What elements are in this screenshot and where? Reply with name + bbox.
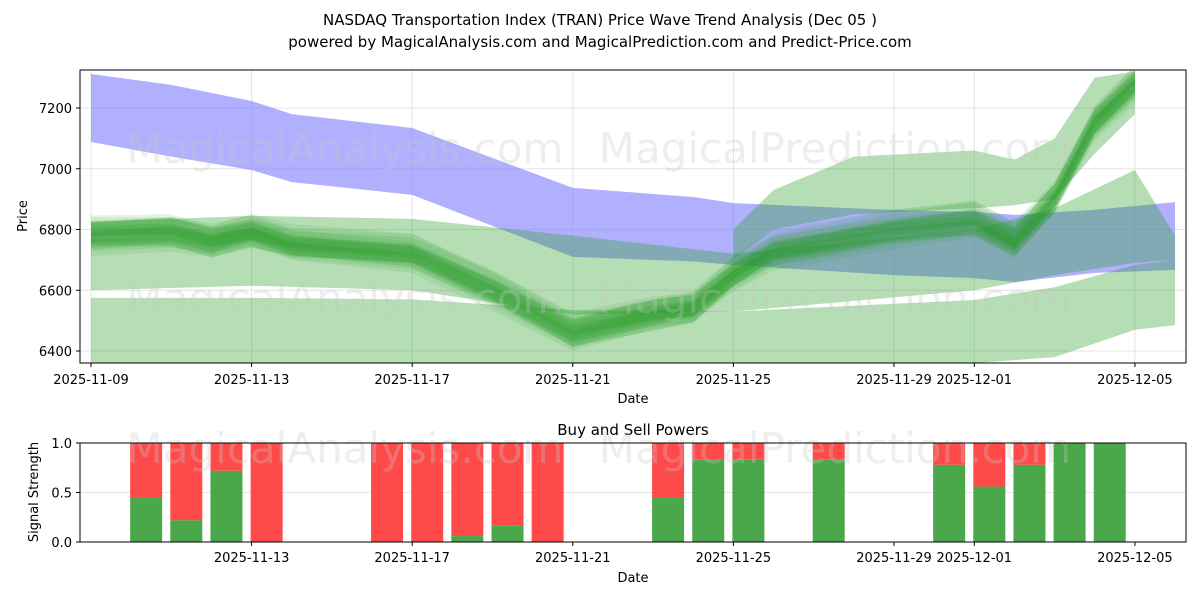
buy-bar — [491, 525, 524, 542]
buy-bar — [1093, 443, 1126, 542]
buy-bar — [1013, 464, 1046, 542]
x-tick-label: 2025-11-29 — [856, 373, 932, 388]
y-tick-label: 0.0 — [51, 536, 72, 551]
x-axis-label: Date — [617, 571, 648, 586]
x-tick-label: 2025-11-21 — [535, 373, 611, 388]
y-tick-label: 1.0 — [51, 437, 72, 452]
x-tick-label: 2025-11-21 — [535, 551, 611, 566]
subchart-title: Buy and Sell Powers — [557, 421, 709, 439]
watermark: MagicalPrediction.com — [599, 424, 1072, 473]
y-tick-label: 7200 — [39, 102, 72, 117]
y-axis-label: Price — [16, 200, 31, 232]
x-tick-label: 2025-11-17 — [374, 551, 450, 566]
watermark: MagicalAnalysis.com — [127, 124, 564, 173]
x-tick-label: 2025-11-25 — [696, 551, 772, 566]
buy-bar — [170, 520, 203, 542]
sell-bar — [411, 443, 444, 542]
x-tick-label: 2025-11-13 — [214, 373, 290, 388]
buy-bar — [652, 497, 685, 542]
sell-bar — [210, 443, 243, 471]
x-axis-label: Date — [617, 392, 648, 407]
x-tick-label: 2025-11-25 — [696, 373, 772, 388]
y-tick-label: 7000 — [39, 163, 72, 178]
y-tick-label: 6800 — [39, 224, 72, 239]
sell-bar — [491, 443, 524, 526]
sell-bar — [973, 443, 1006, 487]
sell-bar — [451, 443, 484, 537]
x-tick-label: 2025-12-05 — [1097, 551, 1173, 566]
buy-bar — [812, 459, 845, 542]
chart-title: NASDAQ Transportation Index (TRAN) Price… — [323, 11, 877, 29]
x-tick-label: 2025-11-17 — [374, 373, 450, 388]
watermark: MagicalPrediction.com — [599, 274, 1072, 323]
sell-bar — [933, 443, 966, 465]
watermark: MagicalAnalysis.com — [127, 274, 564, 323]
blue-band — [91, 73, 1176, 283]
sell-bar — [371, 443, 404, 542]
sell-bar — [652, 443, 685, 498]
green-band-low — [91, 259, 1176, 363]
sell-bar — [812, 443, 845, 460]
sell-bar — [732, 443, 765, 460]
buy-bar — [732, 459, 765, 542]
buy-bar — [973, 486, 1006, 542]
y-tick-label: 6600 — [39, 284, 72, 299]
x-tick-label: 2025-11-13 — [214, 551, 290, 566]
buy-bar — [130, 497, 163, 542]
sell-bar — [531, 443, 564, 542]
x-tick-label: 2025-12-01 — [937, 373, 1013, 388]
y-axis-label: Signal Strength — [27, 442, 42, 542]
buy-bar — [933, 464, 966, 542]
sell-bar — [692, 443, 725, 460]
x-tick-label: 2025-11-09 — [53, 373, 129, 388]
green-band-wide — [91, 169, 1176, 315]
watermark: MagicalPrediction.com — [599, 124, 1072, 173]
x-tick-label: 2025-12-01 — [937, 551, 1013, 566]
sell-bar — [250, 443, 283, 542]
y-tick-label: 6400 — [39, 345, 72, 360]
sell-bar — [1013, 443, 1046, 465]
x-tick-label: 2025-11-29 — [856, 551, 932, 566]
sell-bar — [170, 443, 203, 521]
green-wave-band — [91, 70, 1135, 348]
x-tick-label: 2025-12-05 — [1097, 373, 1173, 388]
watermark: MagicalAnalysis.com — [127, 424, 564, 473]
buy-bar — [692, 459, 725, 542]
green-band-upper — [733, 71, 1135, 260]
plot-frame — [79, 69, 1187, 364]
price-chart: MagicalAnalysis.com MagicalPrediction.co… — [16, 69, 1187, 407]
chart-subtitle: powered by MagicalAnalysis.com and Magic… — [288, 33, 912, 51]
bands-layer — [91, 70, 1176, 363]
sell-bar — [130, 443, 163, 498]
buy-bar — [210, 470, 243, 542]
buy-bar — [1053, 443, 1086, 542]
buy-sell-chart: Buy and Sell Powers MagicalAnalysis.com … — [27, 421, 1187, 586]
y-tick-label: 0.5 — [51, 487, 72, 502]
buy-bar — [451, 536, 484, 542]
